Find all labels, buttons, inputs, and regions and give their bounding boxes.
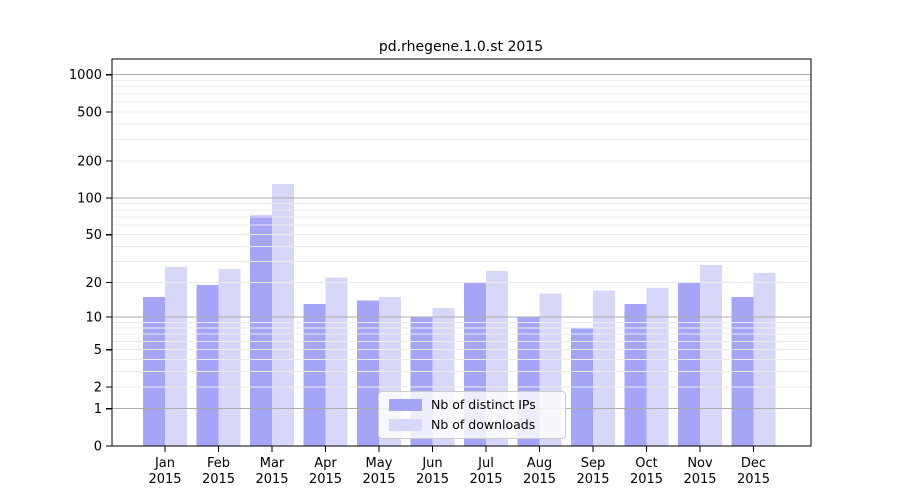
x-tick-label-year: 2015	[683, 472, 716, 487]
x-tick-label-year: 2015	[309, 472, 342, 487]
bar-downloads	[165, 266, 187, 446]
gridlines-layer	[112, 74, 811, 410]
y-tick-label: 0	[94, 440, 102, 455]
x-tick-label-month: Sep	[581, 456, 606, 471]
x-tick-label-year: 2015	[469, 472, 502, 487]
y-tick-label: 1000	[69, 68, 102, 83]
bar-distinct-ips	[357, 300, 379, 446]
y-tick-label: 2	[94, 380, 102, 395]
y-tick-label: 100	[77, 191, 102, 206]
bar-downloads	[272, 184, 294, 447]
bar-distinct-ips	[303, 304, 326, 446]
x-tick-label-year: 2015	[737, 472, 770, 487]
x-tick-label-month: Apr	[314, 456, 337, 471]
y-tick-label: 1	[94, 402, 102, 417]
chart-title: pd.rhegene.1.0.st 2015	[379, 39, 543, 55]
legend-item-distinct-ips: Nb of distinct IPs	[389, 397, 555, 412]
legend: Nb of distinct IPs Nb of downloads	[378, 391, 566, 439]
x-tick-label-year: 2015	[202, 472, 235, 487]
x-tick-label-month: Oct	[635, 456, 657, 471]
x-tick-label-year: 2015	[255, 472, 288, 487]
bar-downloads	[218, 268, 241, 446]
x-tick-label-year: 2015	[576, 472, 609, 487]
bar-downloads	[325, 277, 348, 446]
x-tick-label-month: May	[366, 456, 393, 471]
bar-downloads	[700, 265, 722, 446]
bar-downloads	[646, 287, 669, 446]
y-tick-label: 10	[85, 311, 102, 326]
axes-layer: 01251020501002005001000Jan2015Feb2015Mar…	[69, 58, 812, 487]
bar-distinct-ips	[196, 285, 219, 446]
bar-distinct-ips	[624, 304, 647, 446]
bar-downloads	[593, 290, 615, 446]
x-tick-label-year: 2015	[630, 472, 663, 487]
bar-distinct-ips	[678, 282, 700, 446]
x-tick-label-month: Feb	[207, 456, 230, 471]
x-tick-label-month: Aug	[527, 456, 552, 471]
legend-swatch-downloads	[389, 418, 422, 431]
x-tick-label-year: 2015	[416, 472, 449, 487]
legend-swatch-distinct-ips	[389, 398, 422, 411]
legend-label-downloads: Nb of downloads	[431, 417, 536, 432]
x-tick-label-month: Jul	[477, 456, 494, 471]
y-tick-label: 20	[85, 276, 102, 291]
y-tick-label: 500	[77, 105, 102, 120]
x-tick-label-month: Dec	[741, 456, 766, 471]
legend-label-distinct-ips: Nb of distinct IPs	[431, 397, 536, 412]
y-tick-label: 5	[94, 343, 102, 358]
x-tick-label-month: Nov	[687, 456, 713, 471]
y-tick-label: 50	[85, 228, 102, 243]
y-tick-label: 200	[77, 154, 102, 169]
x-tick-label-year: 2015	[148, 472, 181, 487]
x-tick-label-month: Mar	[260, 456, 285, 471]
plot-frame	[111, 58, 812, 447]
x-tick-label-year: 2015	[523, 472, 556, 487]
x-tick-label-year: 2015	[362, 472, 395, 487]
x-tick-label-month: Jun	[421, 456, 442, 471]
bar-distinct-ips	[250, 215, 272, 446]
x-tick-label-month: Jan	[154, 456, 175, 471]
legend-item-downloads: Nb of downloads	[389, 417, 555, 432]
